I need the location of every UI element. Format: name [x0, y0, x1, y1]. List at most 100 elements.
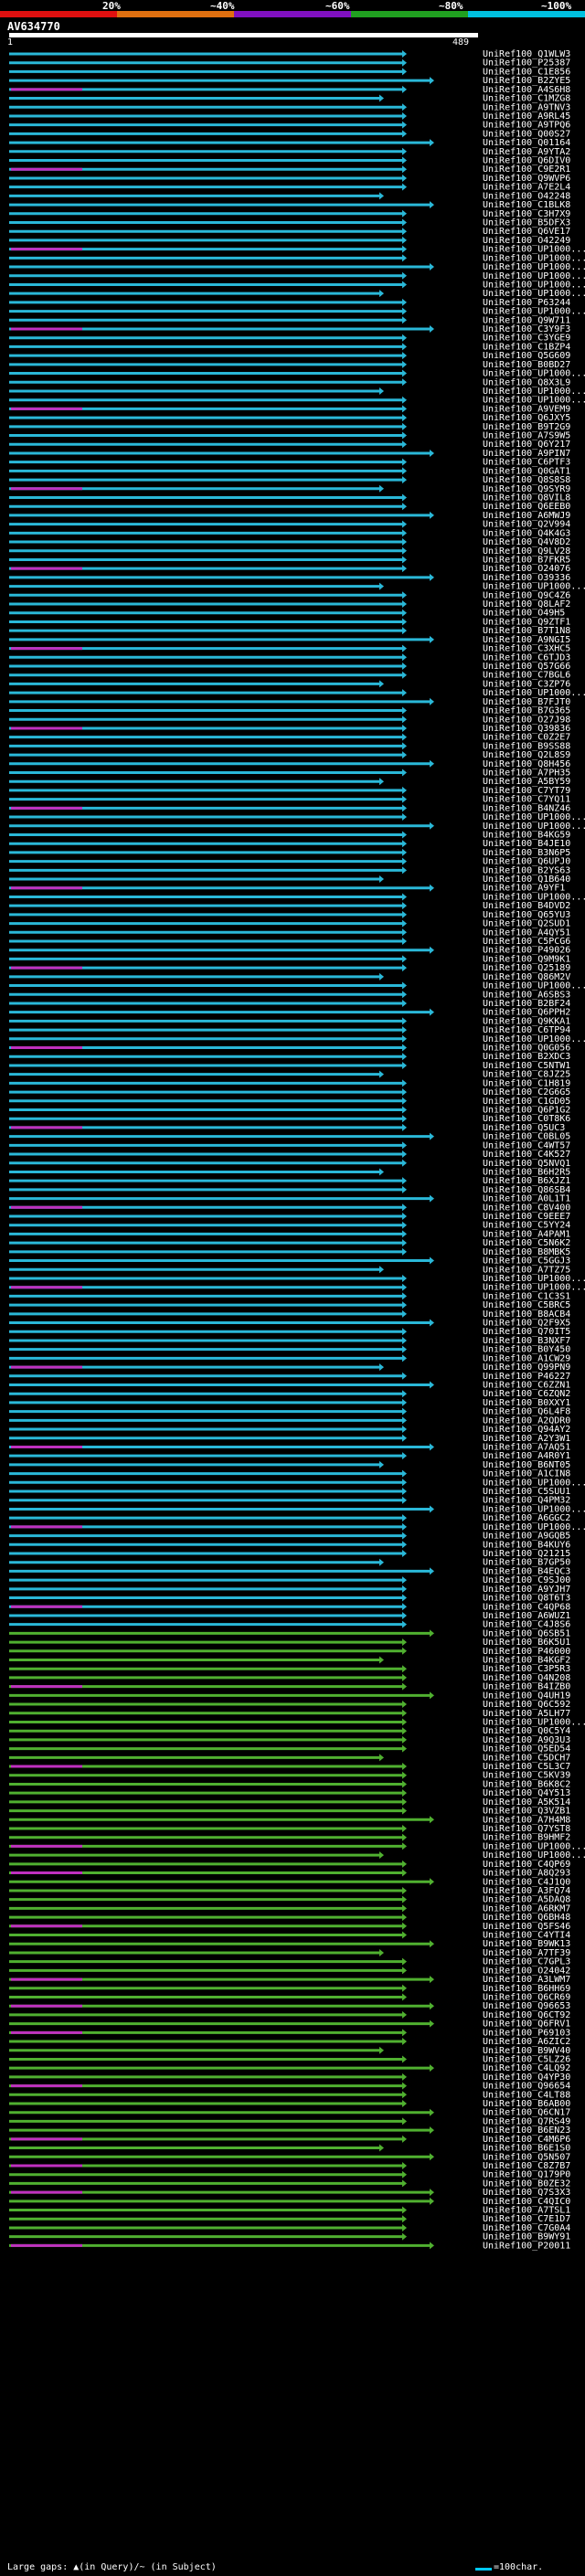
- hit-label[interactable]: UniRef100_UP1000...: [483, 1850, 585, 1860]
- hit-label[interactable]: UniRef100_C9SJ00: [483, 1575, 570, 1585]
- hit-label[interactable]: UniRef100_Q179P0: [483, 2170, 570, 2180]
- hit-label[interactable]: UniRef100_UP1000...: [483, 387, 585, 397]
- hit-label[interactable]: UniRef100_Q6UPJ0: [483, 857, 570, 867]
- hit-label[interactable]: UniRef100_C4LT88: [483, 2090, 570, 2100]
- hit-label[interactable]: UniRef100_O39336: [483, 573, 570, 583]
- hit-label[interactable]: UniRef100_Q4N208: [483, 1673, 570, 1683]
- hit-label[interactable]: UniRef100_Q70IT5: [483, 1327, 570, 1337]
- hit-label[interactable]: UniRef100_UP1000...: [483, 1478, 585, 1488]
- hit-label[interactable]: UniRef100_C5GGJ3: [483, 1256, 570, 1267]
- hit-label[interactable]: UniRef100_C3Y9F3: [483, 324, 570, 334]
- hit-label[interactable]: UniRef100_A2QDR0: [483, 1415, 570, 1426]
- hit-label[interactable]: UniRef100_B8ACB4: [483, 1309, 570, 1320]
- hit-label[interactable]: UniRef100_Q9W711: [483, 315, 570, 325]
- hit-label[interactable]: UniRef100_C4K527: [483, 1150, 570, 1160]
- hit-label[interactable]: UniRef100_Q6JXY5: [483, 413, 570, 423]
- hit-label[interactable]: UniRef100_Q4V8D2: [483, 537, 570, 547]
- hit-label[interactable]: UniRef100_C4YTI4: [483, 1931, 570, 1941]
- hit-label[interactable]: UniRef100_Q8S8S8: [483, 475, 570, 485]
- hit-label[interactable]: UniRef100_B6H2R5: [483, 1167, 570, 1177]
- hit-label[interactable]: UniRef100_Q9LV28: [483, 546, 570, 557]
- hit-label[interactable]: UniRef100_C6TP94: [483, 1025, 570, 1035]
- hit-label[interactable]: UniRef100_Q0G056: [483, 1044, 570, 1054]
- hit-label[interactable]: UniRef100_Q86SB4: [483, 1185, 570, 1195]
- hit-label[interactable]: UniRef100_O42248: [483, 191, 570, 201]
- hit-label[interactable]: UniRef100_A2Y3W1: [483, 1434, 570, 1444]
- hit-label[interactable]: UniRef100_A7PH35: [483, 769, 570, 779]
- hit-label[interactable]: UniRef100_A9YJH7: [483, 1585, 570, 1595]
- hit-label[interactable]: UniRef100_Q4Y513: [483, 1788, 570, 1798]
- hit-label[interactable]: UniRef100_P69103: [483, 2028, 570, 2038]
- hit-label[interactable]: UniRef100_B7GP50: [483, 1558, 570, 1568]
- hit-label[interactable]: UniRef100_C5LZ26: [483, 2054, 570, 2064]
- hit-label[interactable]: UniRef100_Q5G609: [483, 351, 570, 361]
- hit-label[interactable]: UniRef100_B3NXF7: [483, 1336, 570, 1346]
- hit-label[interactable]: UniRef100_P49026: [483, 946, 570, 956]
- hit-label[interactable]: UniRef100_A0L1T1: [483, 1194, 570, 1204]
- hit-label[interactable]: UniRef100_B0ZE32: [483, 2178, 570, 2189]
- hit-label[interactable]: UniRef100_C4M6P6: [483, 2135, 570, 2145]
- hit-label[interactable]: UniRef100_C4QP69: [483, 1860, 570, 1870]
- hit-label[interactable]: UniRef100_B4IZB0: [483, 1682, 570, 1692]
- hit-label[interactable]: UniRef100_C5SUU1: [483, 1487, 570, 1497]
- hit-label[interactable]: UniRef100_Q6VE17: [483, 227, 570, 237]
- hit-label[interactable]: UniRef100_Q2L8S9: [483, 750, 570, 760]
- hit-label[interactable]: UniRef100_A7TZ75: [483, 1265, 570, 1275]
- hit-label[interactable]: UniRef100_A9RL45: [483, 111, 570, 122]
- hit-label[interactable]: UniRef100_Q8X3L9: [483, 377, 570, 387]
- hit-label[interactable]: UniRef100_Q6L4F8: [483, 1407, 570, 1417]
- hit-label[interactable]: UniRef100_A6ZIC2: [483, 2037, 570, 2047]
- hit-label[interactable]: UniRef100_Q6BH48: [483, 1913, 570, 1923]
- hit-label[interactable]: UniRef100_C8Z7B7: [483, 2161, 570, 2171]
- hit-label[interactable]: UniRef100_C0BL05: [483, 1132, 570, 1142]
- hit-label[interactable]: UniRef100_Q96654: [483, 2082, 570, 2092]
- hit-label[interactable]: UniRef100_C5N6K2: [483, 1238, 570, 1248]
- hit-label[interactable]: UniRef100_A1CW29: [483, 1353, 570, 1363]
- hit-label[interactable]: UniRef100_B2XDC3: [483, 1052, 570, 1062]
- hit-label[interactable]: UniRef100_C9E2R1: [483, 164, 570, 175]
- hit-label[interactable]: UniRef100_UP1000...: [483, 1283, 585, 1293]
- hit-label[interactable]: UniRef100_Q25189: [483, 963, 570, 973]
- hit-label[interactable]: UniRef100_C3YGE9: [483, 334, 570, 344]
- hit-label[interactable]: UniRef100_A5K514: [483, 1797, 570, 1807]
- hit-label[interactable]: UniRef100_C7E1D7: [483, 2214, 570, 2224]
- hit-label[interactable]: UniRef100_B6NT05: [483, 1460, 570, 1470]
- hit-label[interactable]: UniRef100_A5BY59: [483, 777, 570, 787]
- hit-label[interactable]: UniRef100_Q4K4G3: [483, 528, 570, 538]
- hit-label[interactable]: UniRef100_C6PTF3: [483, 458, 570, 468]
- hit-label[interactable]: UniRef100_C0Z2E7: [483, 733, 570, 743]
- hit-label[interactable]: UniRef100_C7BGL6: [483, 671, 570, 681]
- hit-label[interactable]: UniRef100_UP1000...: [483, 822, 585, 832]
- hit-label[interactable]: UniRef100_C7G0A4: [483, 2223, 570, 2233]
- hit-label[interactable]: UniRef100_Q86M2V: [483, 972, 570, 982]
- hit-label[interactable]: UniRef100_A9GQB5: [483, 1532, 570, 1542]
- hit-label[interactable]: UniRef100_A1CIN8: [483, 1469, 570, 1479]
- hit-label[interactable]: UniRef100_C5YY24: [483, 1221, 570, 1231]
- hit-label[interactable]: UniRef100_UP1000...: [483, 396, 585, 406]
- hit-label[interactable]: UniRef100_B4KG59: [483, 830, 570, 840]
- hit-label[interactable]: UniRef100_UP1000...: [483, 1274, 585, 1284]
- hit-label[interactable]: UniRef100_B4JE10: [483, 839, 570, 849]
- hit-label[interactable]: UniRef100_C4LQ92: [483, 2063, 570, 2073]
- hit-label[interactable]: UniRef100_A9PIN7: [483, 449, 570, 459]
- hit-label[interactable]: UniRef100_Q4UH19: [483, 1691, 570, 1701]
- hit-label[interactable]: UniRef100_Q01164: [483, 138, 570, 148]
- hit-label[interactable]: UniRef100_Q5N507: [483, 2152, 570, 2162]
- hit-label[interactable]: UniRef100_P25387: [483, 58, 570, 69]
- hit-label[interactable]: UniRef100_B9WY91: [483, 2232, 570, 2242]
- hit-label[interactable]: UniRef100_A6SBS3: [483, 990, 570, 1000]
- hit-label[interactable]: UniRef100_C6ZQN2: [483, 1389, 570, 1399]
- hit-label[interactable]: UniRef100_B6HH69: [483, 1984, 570, 1994]
- hit-label[interactable]: UniRef100_C1BLK8: [483, 200, 570, 210]
- hit-label[interactable]: UniRef100_UP1000...: [483, 1522, 585, 1532]
- hit-label[interactable]: UniRef100_A7S9W5: [483, 431, 570, 441]
- hit-label[interactable]: UniRef100_B9WK13: [483, 1939, 570, 1949]
- hit-label[interactable]: UniRef100_UP1000...: [483, 271, 585, 281]
- hit-label[interactable]: UniRef100_Q8VIL8: [483, 493, 570, 504]
- hit-label[interactable]: UniRef100_B6K5U1: [483, 1638, 570, 1648]
- hit-label[interactable]: UniRef100_A7TSL1: [483, 2206, 570, 2216]
- hit-label[interactable]: UniRef100_UP1000...: [483, 369, 585, 379]
- hit-label[interactable]: UniRef100_C1BZP4: [483, 342, 570, 352]
- hit-label[interactable]: UniRef100_Q6Y217: [483, 440, 570, 450]
- hit-label[interactable]: UniRef100_A7TF39: [483, 1948, 570, 1958]
